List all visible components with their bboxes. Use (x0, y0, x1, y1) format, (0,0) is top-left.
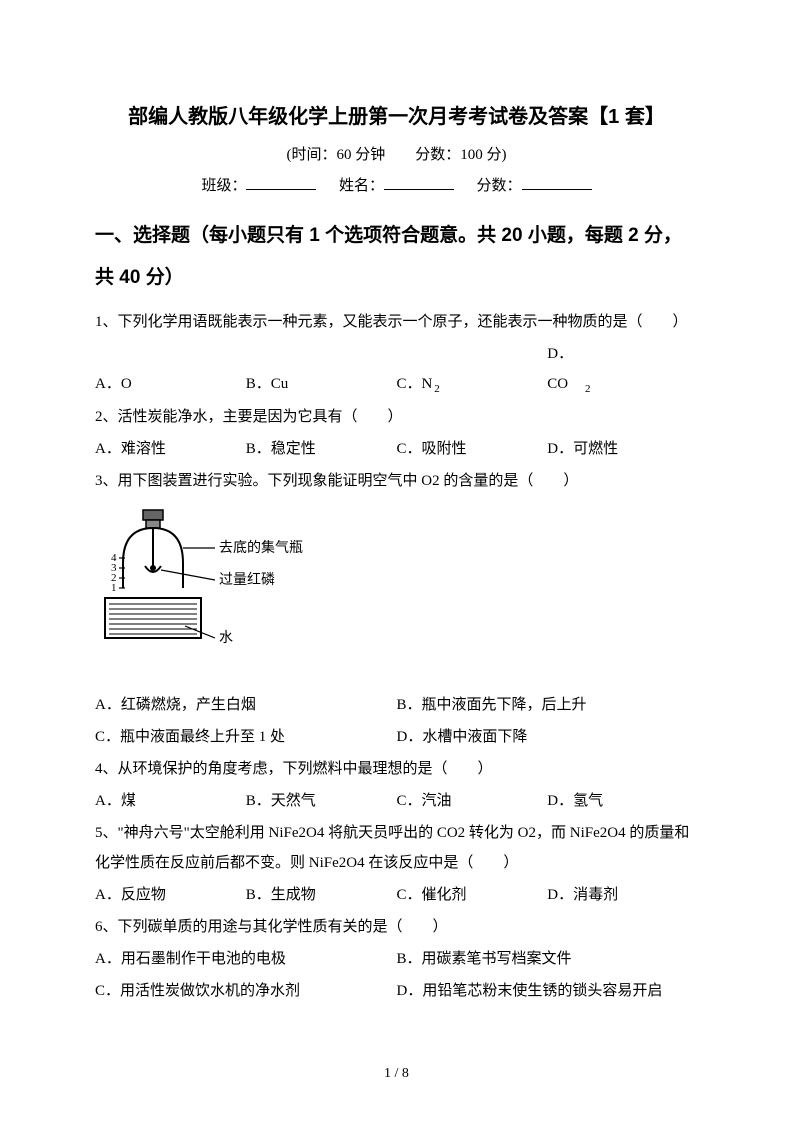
q1-opt-c: C．N2 (397, 369, 548, 400)
q5-options: A．反应物B．生成物C．催化剂D．消毒剂 (95, 880, 698, 910)
q3-options-row1: A．红磷燃烧，产生白烟B．瓶中液面先下降，后上升 (95, 690, 698, 720)
q5-opt-c: C．催化剂 (397, 880, 548, 910)
q1-opt-d: D．CO2 (547, 339, 698, 400)
q6-opt-b: B．用碳素笔书写档案文件 (397, 944, 699, 974)
label-water: 水 (219, 630, 233, 646)
q1-opt-b: B．Cu (246, 369, 397, 399)
q3-opt-d: D．水槽中液面下降 (397, 722, 699, 752)
q5-opt-a: A．反应物 (95, 880, 246, 910)
page-number: 1 / 8 (0, 1066, 793, 1082)
q1-d-text: D．CO (547, 339, 585, 399)
q4-opt-b: B．天然气 (246, 786, 397, 816)
q6-opt-a: A．用石墨制作干电池的电极 (95, 944, 397, 974)
q3-options-row2: C．瓶中液面最终上升至 1 处D．水槽中液面下降 (95, 722, 698, 752)
mark-1: 1 (111, 582, 117, 594)
q6-opt-c: C．用活性炭做饮水机的净水剂 (95, 976, 397, 1006)
q5-opt-b: B．生成物 (246, 880, 397, 910)
q3-opt-b: B．瓶中液面先下降，后上升 (397, 690, 699, 720)
name-blank[interactable] (384, 174, 454, 190)
q4-opt-d: D．氢气 (547, 786, 698, 816)
class-label: 班级： (201, 178, 246, 194)
q6-options-row2: C．用活性炭做饮水机的净水剂D．用铅笔芯粉末使生锈的锁头容易开启 (95, 976, 698, 1006)
q3-opt-c: C．瓶中液面最终上升至 1 处 (95, 722, 397, 752)
q4-opt-c: C．汽油 (397, 786, 548, 816)
q4-options: A．煤B．天然气C．汽油D．氢气 (95, 786, 698, 816)
q3-diagram: 4 3 2 1 去底的集气瓶 过量红磷 水 (95, 508, 698, 678)
q3-opt-a: A．红磷燃烧，产生白烟 (95, 690, 397, 720)
q1-d-sub: 2 (585, 383, 591, 395)
q4-opt-a: A．煤 (95, 786, 246, 816)
section-1-heading: 一、选择题（每小题只有 1 个选项符合题意。共 20 小题，每题 2 分，共 4… (95, 215, 698, 299)
score-label: 分数： (477, 178, 522, 194)
q5-stem: 5、"神舟六号"太空舱利用 NiFe2O4 将航天员呼出的 CO2 转化为 O2… (95, 818, 698, 878)
q2-opt-d: D．可燃性 (547, 434, 698, 464)
doc-subtitle: (时间：60 分钟 分数：100 分) (95, 143, 698, 164)
q4-stem: 4、从环境保护的角度考虑，下列燃料中最理想的是（ ） (95, 754, 698, 784)
label-phos: 过量红磷 (219, 572, 275, 588)
q1-stem: 1、下列化学用语既能表示一种元素，又能表示一个原子，还能表示一种物质的是（ ） (95, 307, 698, 337)
q1-options: A．OB．CuC．N2D．CO2 (95, 339, 698, 400)
q1-opt-a: A．O (95, 369, 246, 399)
q3-stem: 3、用下图装置进行实验。下列现象能证明空气中 O2 的含量的是（ ） (95, 466, 698, 496)
q2-stem: 2、活性炭能净水，主要是因为它具有（ ） (95, 402, 698, 432)
q1-c-sub: 2 (434, 383, 440, 395)
score-blank[interactable] (522, 174, 592, 190)
q6-options-row1: A．用石墨制作干电池的电极B．用碳素笔书写档案文件 (95, 944, 698, 974)
info-line: 班级： 姓名： 分数： (95, 174, 698, 195)
q2-opt-b: B．稳定性 (246, 434, 397, 464)
q6-stem: 6、下列碳单质的用途与其化学性质有关的是（ ） (95, 912, 698, 942)
q2-options: A．难溶性B．稳定性C．吸附性D．可燃性 (95, 434, 698, 464)
q6-opt-d: D．用铅笔芯粉末使生锈的锁头容易开启 (397, 976, 699, 1006)
q1-c-text: C．N (397, 369, 435, 399)
class-blank[interactable] (246, 174, 316, 190)
q2-opt-c: C．吸附性 (397, 434, 548, 464)
name-label: 姓名： (339, 178, 384, 194)
label-bottle: 去底的集气瓶 (219, 539, 303, 556)
doc-title: 部编人教版八年级化学上册第一次月考考试卷及答案【1 套】 (95, 100, 698, 129)
q2-opt-a: A．难溶性 (95, 434, 246, 464)
q5-opt-d: D．消毒剂 (547, 880, 698, 910)
